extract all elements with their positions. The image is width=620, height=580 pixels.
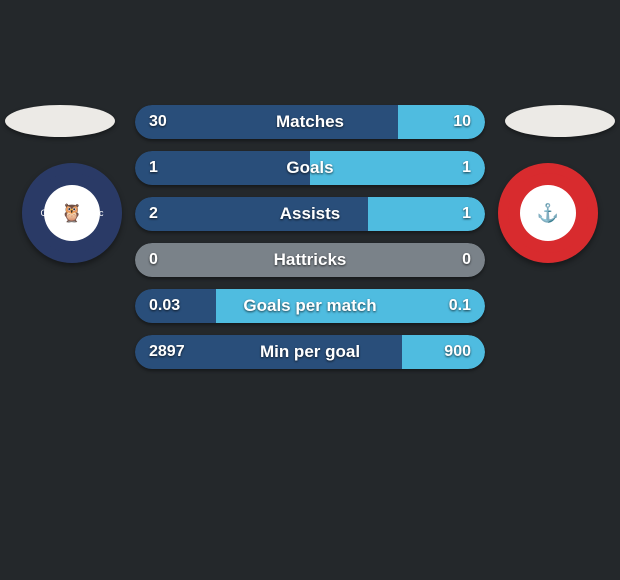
- stat-right-value: 0.1: [449, 297, 471, 315]
- stat-label: Hattricks: [274, 250, 347, 270]
- stat-left-value: 0: [149, 251, 158, 269]
- stat-label: Assists: [280, 204, 340, 224]
- owl-icon: 🦉: [44, 185, 100, 241]
- stat-right-value: 900: [444, 343, 471, 361]
- stat-left-value: 2897: [149, 343, 185, 361]
- stat-label: Min per goal: [260, 342, 360, 362]
- stat-row: 2 1 Assists: [135, 197, 485, 231]
- stat-left-value: 0.03: [149, 297, 180, 315]
- stat-label: Goals: [286, 158, 333, 178]
- shield-icon: ⚓: [520, 185, 576, 241]
- stat-row: 30 10 Matches: [135, 105, 485, 139]
- stat-left-segment: [135, 151, 310, 185]
- stat-row: 0 0 Hattricks: [135, 243, 485, 277]
- stat-left-value: 2: [149, 205, 158, 223]
- stat-right-segment: [310, 151, 485, 185]
- comparison-chart: Oldham Athletic 🦉 AFC Fylde ⚓ 3010Matche…: [0, 105, 620, 365]
- right-plinth: [505, 105, 615, 137]
- stat-left-value: 1: [149, 159, 158, 177]
- stat-left-segment: [135, 105, 398, 139]
- stat-right-value: 1: [462, 159, 471, 177]
- stat-row: 1 1 Goals: [135, 151, 485, 185]
- stat-right-value: 1: [462, 205, 471, 223]
- stat-right-segment: [398, 105, 486, 139]
- stat-right-value: 10: [453, 113, 471, 131]
- left-plinth: [5, 105, 115, 137]
- left-team-crest: Oldham Athletic 🦉: [22, 163, 122, 263]
- stat-right-value: 0: [462, 251, 471, 269]
- stat-label: Goals per match: [243, 296, 376, 316]
- stat-label: Matches: [276, 112, 344, 132]
- stat-left-value: 30: [149, 113, 167, 131]
- stat-row: 0.03 0.1 Goals per match: [135, 289, 485, 323]
- stat-bars: 30 10 Matches 1 1 Goals 2 1 Assists 0 0 Hattricks 0.…: [135, 105, 485, 369]
- stat-row: 2897 900 Min per goal: [135, 335, 485, 369]
- right-team-crest: AFC Fylde ⚓: [498, 163, 598, 263]
